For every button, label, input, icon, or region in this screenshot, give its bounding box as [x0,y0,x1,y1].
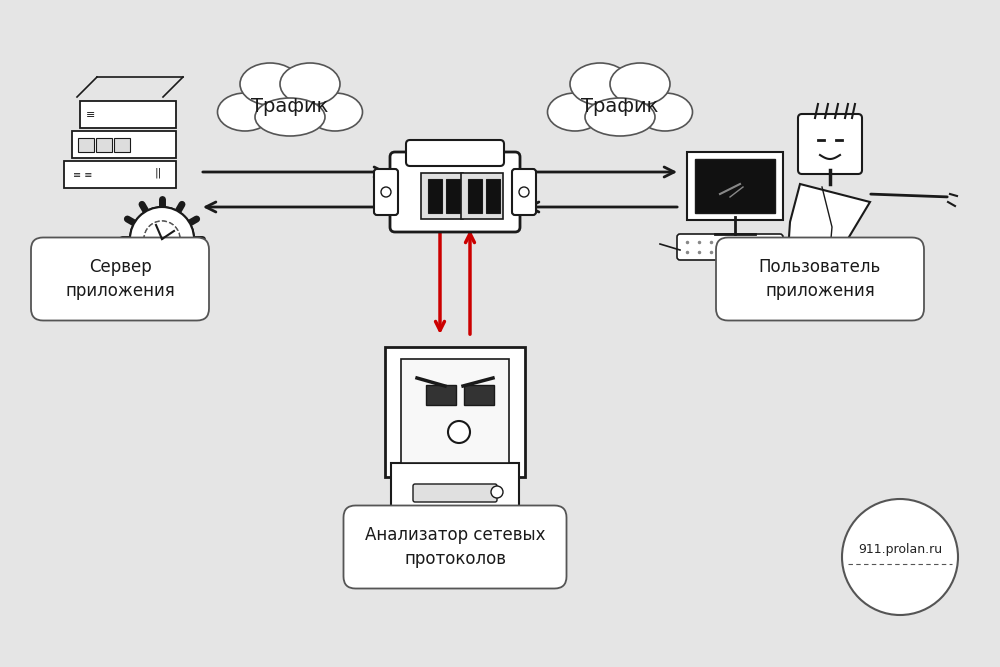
FancyBboxPatch shape [461,173,503,219]
Text: ≡: ≡ [86,110,95,120]
FancyBboxPatch shape [798,114,862,174]
Text: Сервер
приложения: Сервер приложения [65,257,175,301]
Circle shape [519,187,529,197]
Circle shape [448,421,470,443]
FancyBboxPatch shape [428,179,442,213]
Text: ≡ ≡: ≡ ≡ [73,170,92,180]
Ellipse shape [610,63,670,105]
Ellipse shape [638,93,692,131]
FancyBboxPatch shape [31,237,209,321]
Ellipse shape [585,98,655,136]
Ellipse shape [570,63,630,105]
FancyBboxPatch shape [72,131,176,158]
FancyBboxPatch shape [401,359,509,463]
Text: Трафик: Трафик [251,97,329,117]
Ellipse shape [240,63,300,105]
Circle shape [144,221,180,257]
FancyBboxPatch shape [114,138,130,152]
FancyBboxPatch shape [677,234,783,260]
Circle shape [491,486,503,498]
Ellipse shape [280,63,340,105]
Ellipse shape [308,93,362,131]
Ellipse shape [548,93,602,131]
FancyBboxPatch shape [374,169,398,215]
FancyBboxPatch shape [687,152,783,220]
Ellipse shape [218,93,272,131]
FancyBboxPatch shape [80,101,176,128]
FancyBboxPatch shape [464,385,494,405]
Circle shape [842,499,958,615]
FancyBboxPatch shape [391,463,519,511]
Ellipse shape [580,79,660,129]
FancyBboxPatch shape [385,347,525,477]
FancyBboxPatch shape [344,506,566,588]
FancyBboxPatch shape [426,385,456,405]
FancyBboxPatch shape [78,138,94,152]
Polygon shape [788,184,870,252]
FancyBboxPatch shape [406,140,504,166]
FancyBboxPatch shape [512,169,536,215]
FancyBboxPatch shape [468,179,482,213]
Circle shape [130,207,194,271]
Text: Трафик: Трафик [581,97,659,117]
Circle shape [381,187,391,197]
FancyBboxPatch shape [64,161,176,188]
Ellipse shape [255,98,325,136]
Circle shape [144,221,180,257]
FancyBboxPatch shape [716,237,924,321]
FancyBboxPatch shape [486,179,500,213]
FancyBboxPatch shape [421,173,463,219]
FancyBboxPatch shape [446,179,460,213]
FancyBboxPatch shape [96,138,112,152]
FancyBboxPatch shape [413,484,497,502]
Text: Анализатор сетевых
протоколов: Анализатор сетевых протоколов [365,526,545,568]
FancyBboxPatch shape [695,159,775,213]
Text: ||: || [155,167,162,178]
Text: 911.prolan.ru: 911.prolan.ru [858,542,942,556]
Ellipse shape [250,79,330,129]
Circle shape [130,207,194,271]
Text: Пользователь
приложения: Пользователь приложения [759,257,881,301]
FancyBboxPatch shape [390,152,520,232]
